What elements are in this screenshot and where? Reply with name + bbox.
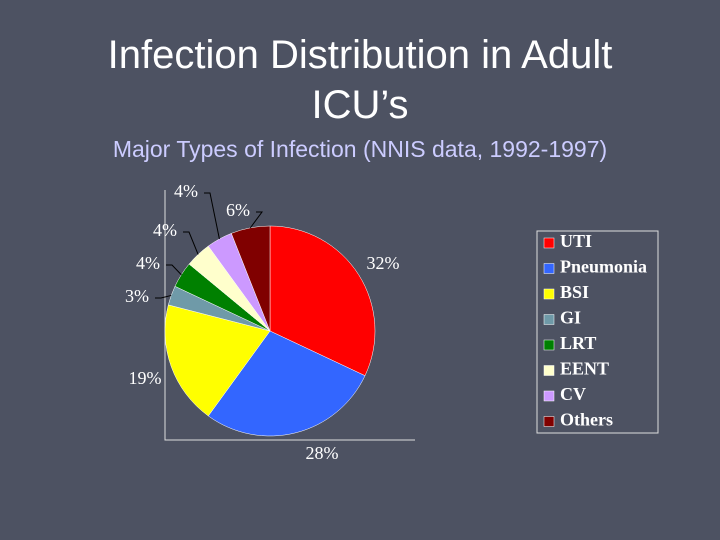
- legend-box: [536, 230, 659, 434]
- pie-slice: [231, 225, 271, 332]
- legend-swatch: [543, 416, 555, 427]
- legend-swatch: [543, 237, 555, 249]
- data-label: 19%: [129, 368, 162, 388]
- legend-swatch: [543, 314, 555, 325]
- data-label: 6%: [226, 200, 250, 220]
- data-label: 4%: [153, 220, 177, 240]
- slide-subtitle: Major Types of Infection (NNIS data, 199…: [113, 136, 607, 162]
- legend-label: Pneumonia: [560, 257, 647, 277]
- legend-swatch: [543, 339, 555, 351]
- legend-swatch: [543, 263, 555, 274]
- pie-slice: [164, 304, 271, 417]
- legend-label: GI: [560, 308, 581, 328]
- data-label: 3%: [125, 286, 149, 306]
- data-label: 4%: [174, 181, 198, 201]
- legend-label: Others: [560, 410, 613, 430]
- legend-swatch: [543, 288, 555, 300]
- legend-label: CV: [560, 384, 586, 404]
- legend-swatch: [543, 390, 555, 402]
- leader-line: [155, 294, 172, 299]
- data-label: 4%: [136, 253, 160, 273]
- legend-label: LRT: [560, 333, 596, 353]
- slide-title: Infection Distribution in Adult ICU’s: [108, 33, 613, 127]
- pie-slice: [207, 330, 366, 437]
- legend-label: UTI: [560, 231, 592, 251]
- data-label: 28%: [306, 443, 339, 463]
- legend-label: BSI: [560, 282, 589, 302]
- leader-line: [183, 231, 199, 255]
- leader-line: [204, 192, 220, 240]
- leader-line: [166, 264, 182, 276]
- data-label: 32%: [367, 253, 400, 273]
- pie-slice: [269, 225, 376, 377]
- legend-swatch: [543, 365, 555, 376]
- leader-line: [249, 211, 263, 229]
- plot-border: [164, 190, 415, 441]
- legend-label: EENT: [560, 359, 609, 379]
